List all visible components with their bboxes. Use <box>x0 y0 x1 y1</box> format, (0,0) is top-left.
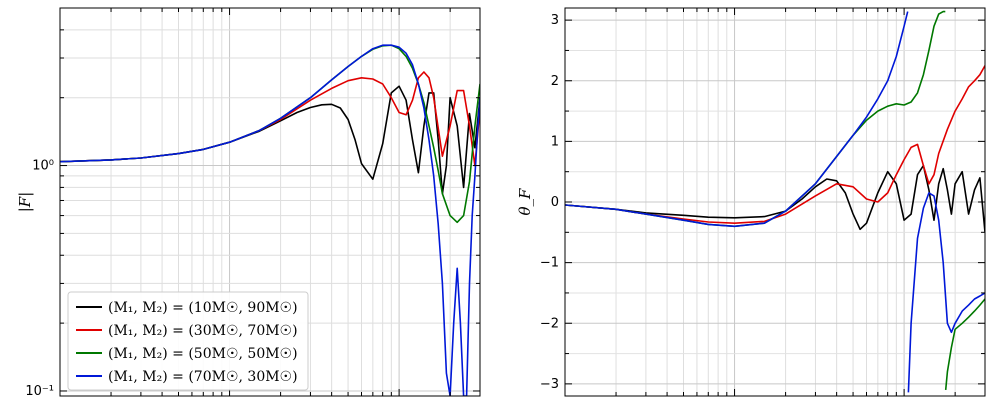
legend-label: (M₁, M₂) = (10M☉, 90M☉) <box>108 300 298 316</box>
legend-label: (M₁, M₂) = (30M☉, 70M☉) <box>108 323 298 339</box>
right-series-lines <box>565 10 985 393</box>
y-tick-label: 10⁰ <box>32 159 54 174</box>
left-series-lines <box>60 44 480 396</box>
right-ticks: 3 2 1 0 −1 −2 −3 <box>540 8 986 396</box>
series-line <box>565 10 985 390</box>
y-tick-label: 10⁻¹ <box>25 384 54 399</box>
legend-label: (M₁, M₂) = (50M☉, 50M☉) <box>108 346 298 362</box>
right-grid <box>564 8 986 396</box>
y-tick-label: 0 <box>551 195 559 210</box>
y-tick-label: 1 <box>551 134 559 149</box>
y-tick-label: 3 <box>551 13 559 28</box>
left-ylabel: |F| <box>16 192 34 213</box>
series-line <box>565 65 985 224</box>
legend-box <box>67 291 309 391</box>
right-panel: 3 2 1 0 −1 −2 −3 θ_F <box>516 7 986 397</box>
y-tick-label: −1 <box>540 256 559 271</box>
left-grid <box>59 7 481 396</box>
legend-label: (M₁, M₂) = (70M☉, 30M☉) <box>108 369 298 385</box>
series-line <box>60 85 480 195</box>
y-tick-label: −3 <box>540 377 559 392</box>
left-axes-frame <box>59 7 481 397</box>
right-axes-frame <box>564 7 986 397</box>
y-tick-label: 2 <box>551 74 559 89</box>
y-tick-label: −2 <box>540 316 559 331</box>
series-line <box>60 71 480 167</box>
series-line <box>60 44 480 396</box>
series-line <box>60 44 480 224</box>
legend: (M₁, M₂) = (10M☉, 90M☉) (M₁, M₂) = (30M☉,… <box>67 291 309 391</box>
right-ylabel: θ_F <box>516 188 534 216</box>
series-line <box>565 164 985 233</box>
series-line <box>565 11 985 393</box>
